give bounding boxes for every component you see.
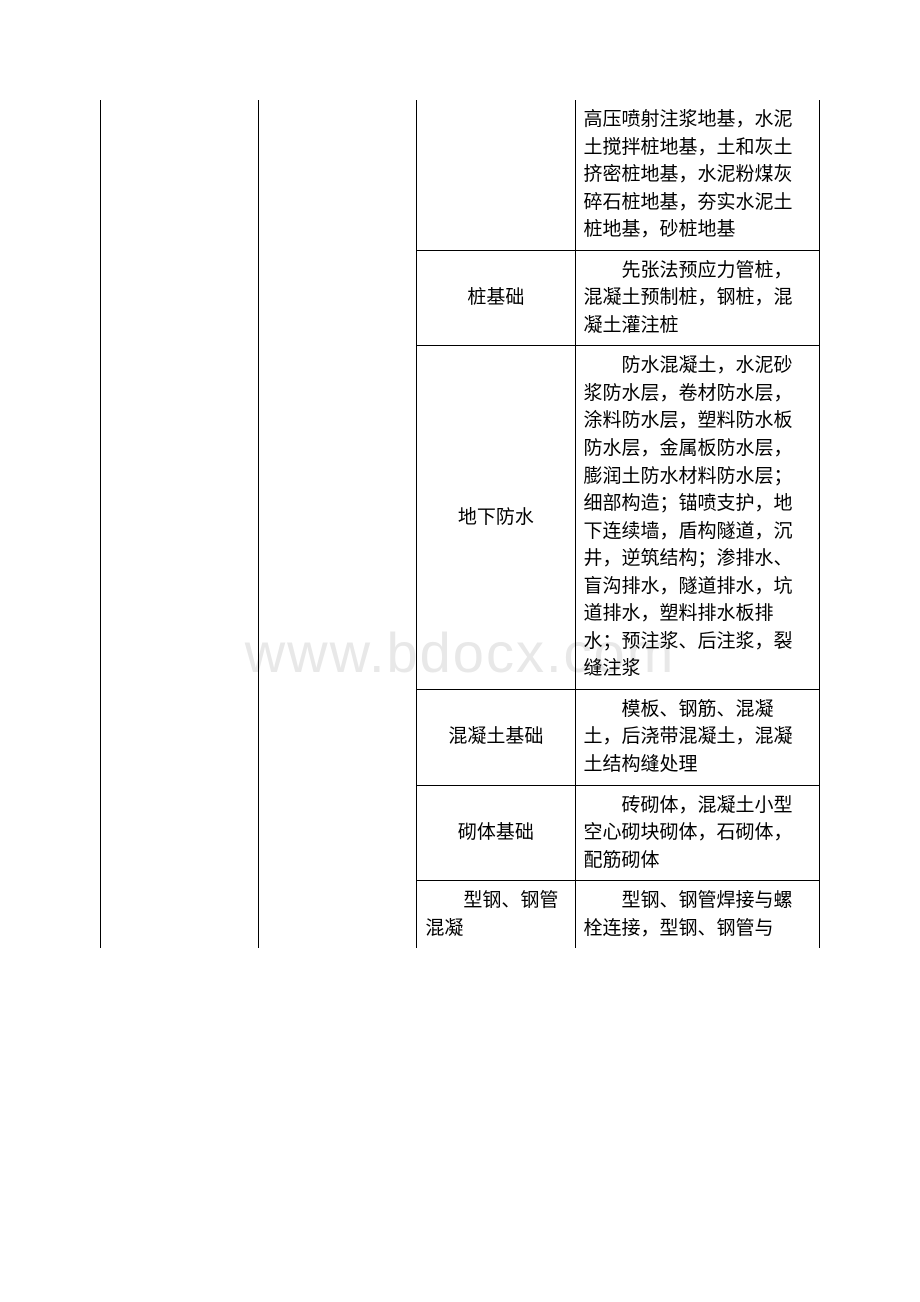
cell-col1-merged: [101, 100, 259, 948]
document-page: 高压喷射注浆地基，水泥土搅拌桩地基，土和灰土挤密桩地基，水泥粉煤灰碎石桩地基，夯…: [0, 0, 920, 948]
cell-c3: [417, 100, 575, 250]
cell-c4: 模板、钢筋、混凝土，后浇带混凝土，混凝土结构缝处理: [575, 689, 819, 785]
cell-c4: 砖砌体，混凝土小型空心砌块砌体，石砌体，配筋砌体: [575, 785, 819, 881]
cell-col2-merged: [259, 100, 417, 948]
table-row: 高压喷射注浆地基，水泥土搅拌桩地基，土和灰土挤密桩地基，水泥粉煤灰碎石桩地基，夯…: [101, 100, 820, 250]
cell-c4: 防水混凝土，水泥砂浆防水层，卷材防水层，涂料防水层，塑料防水板防水层，金属板防水…: [575, 346, 819, 690]
cell-c4: 型钢、钢管焊接与螺栓连接，型钢、钢管与: [575, 881, 819, 949]
cell-c4: 先张法预应力管桩，混凝土预制桩，钢桩，混凝土灌注桩: [575, 250, 819, 346]
cell-c3: 桩基础: [417, 250, 575, 346]
construction-table: 高压喷射注浆地基，水泥土搅拌桩地基，土和灰土挤密桩地基，水泥粉煤灰碎石桩地基，夯…: [100, 100, 820, 948]
cell-c3: 混凝土基础: [417, 689, 575, 785]
cell-c4: 高压喷射注浆地基，水泥土搅拌桩地基，土和灰土挤密桩地基，水泥粉煤灰碎石桩地基，夯…: [575, 100, 819, 250]
cell-c3: 地下防水: [417, 346, 575, 690]
cell-c3: 型钢、钢管混凝: [417, 881, 575, 949]
cell-c3: 砌体基础: [417, 785, 575, 881]
